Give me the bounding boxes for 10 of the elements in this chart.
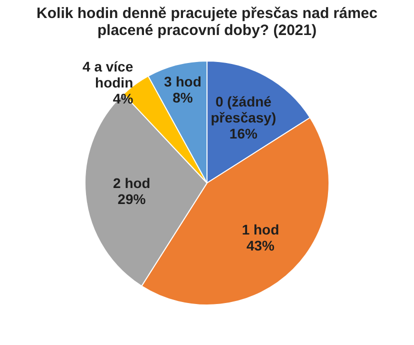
slice-label: 4 a více hodin	[82, 58, 134, 90]
slice-label: 2 hod	[113, 175, 150, 192]
data-label: 16%	[229, 126, 258, 142]
data-label: 29%	[118, 191, 146, 208]
slice-label: 3 hod	[164, 73, 202, 90]
chart-title: Kolik hodin denně pracujete přesčas nad rámec placené pracovní doby? (2021)	[36, 5, 378, 39]
slice-label: 0 (žádné přesčasy)	[210, 94, 276, 126]
data-label: 43%	[246, 237, 276, 254]
data-label: 8%	[172, 89, 194, 106]
slice-label: 1 hod	[242, 221, 280, 238]
